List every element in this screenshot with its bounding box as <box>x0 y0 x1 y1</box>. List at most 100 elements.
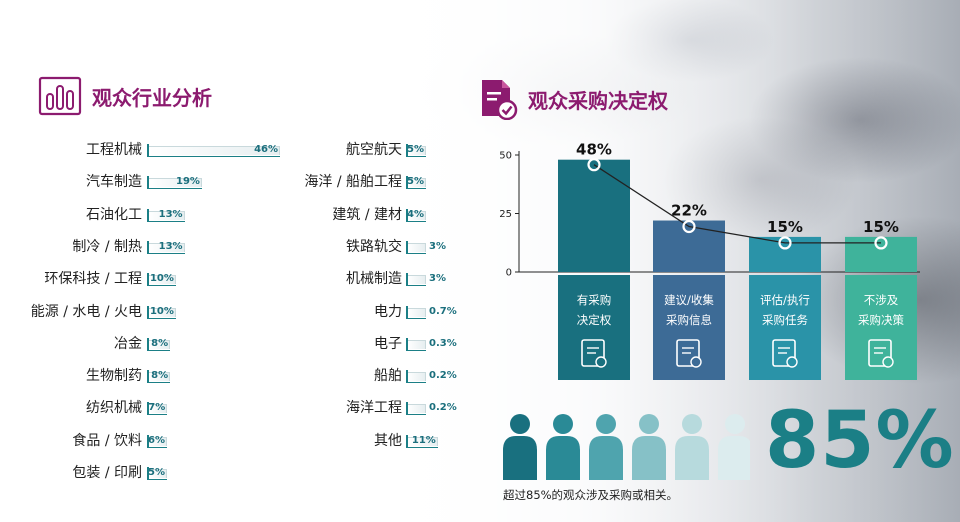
industry-label: 能源 / 水电 / 火电 <box>30 303 142 320</box>
decision-card <box>558 275 630 380</box>
industry-value: 8% <box>151 370 169 382</box>
industry-bar <box>147 144 280 157</box>
industry-label: 电子 <box>374 335 402 352</box>
decision-value-label: 15% <box>863 218 899 236</box>
industry-value: 3% <box>429 240 446 252</box>
trend-point <box>874 236 888 250</box>
industry-value: 13% <box>158 208 183 220</box>
industry-value: 7% <box>148 402 166 414</box>
industry-value: 4% <box>407 208 424 220</box>
industry-bar <box>406 273 426 287</box>
industry-label: 包装 / 印刷 <box>72 465 142 481</box>
industry-bar <box>147 208 185 222</box>
industry-row: 纺织机械 7% <box>0 399 960 417</box>
decision-title: 观众采购决定权 <box>528 88 668 113</box>
industry-title: 观众行业分析 <box>92 85 212 110</box>
industry-bar <box>147 273 176 287</box>
industry-value: 19% <box>175 176 200 188</box>
industry-label: 纺织机械 <box>86 400 142 417</box>
industry-row: 工程机械 46% <box>0 141 960 159</box>
industry-label: 其他 <box>374 432 402 449</box>
decision-category-line2: 决定权 <box>577 313 612 327</box>
industry-row: 建筑 / 建材 4% <box>0 206 960 224</box>
decision-card <box>749 275 821 380</box>
industry-value: 8% <box>151 337 169 349</box>
industry-value: 46% <box>254 144 278 155</box>
checklist-icon <box>581 339 605 367</box>
industry-row: 船舶 0.2% <box>0 367 960 385</box>
bar-chart-icon <box>38 76 82 116</box>
y-tick-label: 25 <box>499 209 512 220</box>
industry-label: 海洋工程 <box>346 400 402 417</box>
trend-line <box>593 164 881 244</box>
person-icon <box>675 414 709 480</box>
industry-label: 环保科技 / 工程 <box>44 271 142 288</box>
summary-caption: 超过85%的观众涉及采购或相关。 <box>503 488 679 502</box>
industry-label: 建筑 / 建材 <box>332 206 402 223</box>
trend-point <box>587 158 601 172</box>
industry-label: 电力 <box>374 303 402 320</box>
industry-bar <box>406 176 426 190</box>
industry-bar <box>147 467 167 480</box>
industry-row: 汽车制造 19% <box>0 173 960 191</box>
icon-badge <box>882 356 894 368</box>
industry-bar <box>147 370 171 384</box>
industry-label: 海洋 / 船舶工程 <box>304 174 402 191</box>
industry-row: 冶金 8% <box>0 335 960 353</box>
industry-label: 冶金 <box>114 335 142 352</box>
industry-value: 5% <box>148 467 165 478</box>
industry-label: 机械制造 <box>346 271 402 288</box>
person-icon <box>718 414 750 480</box>
industry-row: 石油化工 13% <box>0 206 960 224</box>
decision-bar <box>845 236 917 272</box>
industry-bar <box>147 337 171 351</box>
industry-label: 石油化工 <box>86 206 142 223</box>
industry-row: 生物制药 8% <box>0 367 960 385</box>
industry-label: 汽车制造 <box>86 174 142 191</box>
y-tick-label: 0 <box>506 268 512 279</box>
industry-value: 10% <box>149 273 174 285</box>
people-icons <box>503 414 750 480</box>
industry-bar <box>406 434 438 448</box>
industry-bar <box>147 240 185 254</box>
industry-value: 11% <box>411 434 436 446</box>
industry-row: 环保科技 / 工程 10% <box>0 270 960 288</box>
decision-value-label: 48% <box>576 141 612 159</box>
decision-value-label: 15% <box>767 218 803 236</box>
decision-category-line1: 建议/收集 <box>664 293 714 307</box>
person-icon <box>546 414 580 480</box>
industry-label: 工程机械 <box>86 142 142 158</box>
industry-value: 3% <box>429 273 446 285</box>
decision-category-line1: 不涉及 <box>864 293 899 307</box>
industry-row: 铁路轨交 3% <box>0 238 960 256</box>
decision-card <box>845 275 917 380</box>
industry-label: 食品 / 饮料 <box>72 432 142 449</box>
gear-box-icon <box>868 339 892 367</box>
industry-row: 电力 0.7% <box>0 303 960 321</box>
industry-row: 食品 / 饮料 6% <box>0 432 960 450</box>
industry-value: 6% <box>148 434 165 446</box>
industry-row: 海洋 / 船舶工程 5% <box>0 173 960 191</box>
document-check-icon <box>482 80 518 120</box>
person-icon <box>503 414 537 480</box>
industry-value: 0.2% <box>429 402 457 414</box>
industry-row: 机械制造 3% <box>0 270 960 288</box>
industry-bar <box>147 434 167 448</box>
industry-heading: 观众行业分析 <box>38 76 212 116</box>
industry-bar <box>147 176 202 190</box>
industry-bar <box>406 337 426 351</box>
industry-bar <box>406 208 426 222</box>
industry-row: 其他 11% <box>0 432 960 450</box>
warning-document-icon <box>772 339 796 367</box>
decision-card <box>653 275 725 380</box>
decision-bar <box>558 159 630 272</box>
industry-value: 5% <box>407 144 424 155</box>
industry-label: 航空航天 <box>346 142 402 158</box>
industry-label: 生物制药 <box>86 368 142 385</box>
person-icon <box>589 414 623 480</box>
industry-bar <box>406 402 426 416</box>
decision-category-line1: 评估/执行 <box>760 293 810 307</box>
industry-label: 制冷 / 制热 <box>72 238 142 255</box>
industry-row: 电子 0.3% <box>0 335 960 353</box>
